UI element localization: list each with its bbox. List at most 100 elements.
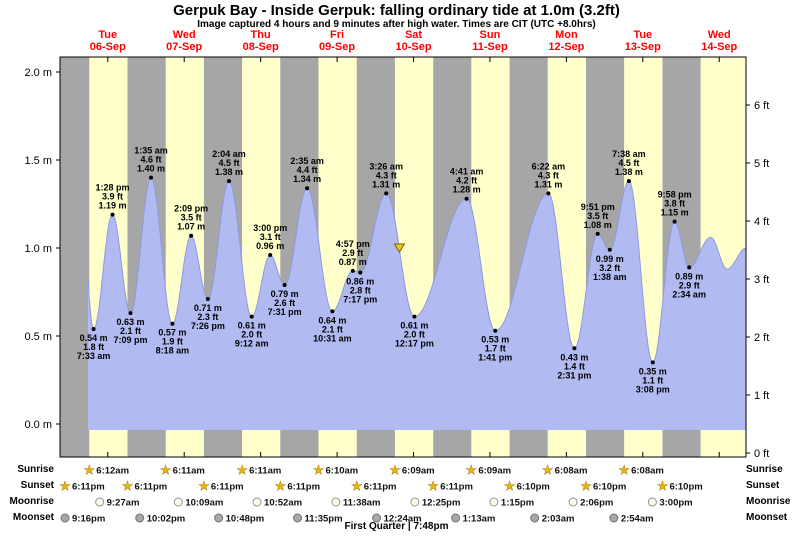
day-date: 10-Sep [395, 41, 431, 53]
moonrise-icon [95, 497, 105, 507]
moonset-time: 12:24am [384, 514, 422, 525]
page-title: Gerpuk Bay - Inside Gerpuk: falling ordi… [173, 2, 620, 19]
moonrise-row-label-right: Moonrise [746, 496, 791, 507]
tide-event-label-line: 0.61 m [238, 321, 266, 331]
tide-event-label-line: 9:12 am [235, 339, 269, 349]
day-name: Tue [633, 29, 652, 41]
tide-event-label-line: 1.31 m [372, 179, 400, 189]
tide-event-label-line: 1.8 ft [83, 342, 104, 352]
tide-extreme-dot [128, 311, 133, 316]
sun-star-icon: ★ [237, 463, 248, 477]
moonset-row: 9:16pm 10:02pm 10:48pm 11:35pm 12:24am 1:13am… [60, 513, 654, 525]
tide-event-label-line: 1.38 m [215, 167, 243, 177]
day-name: Thu [251, 29, 271, 41]
tide-event-label-line: 1:38 am [593, 272, 627, 282]
sunset-row: ★ 6:11pm ★ 6:11pm ★ 6:11pm ★ 6:11pm ★ 6:11pm ★ 6:11… [59, 479, 702, 494]
moonrise-icon [173, 497, 183, 507]
tide-event-label-line: 7:17 pm [343, 295, 377, 305]
sun-star-icon: ★ [160, 463, 171, 477]
day-date: 12-Sep [548, 41, 584, 53]
day-date: 07-Sep [166, 41, 202, 53]
tide-event-label-line: 3:26 am [369, 161, 403, 171]
tide-event-label-line: 4.6 ft [140, 155, 161, 165]
tide-extreme-dot [205, 297, 210, 301]
tide-event-label-line: 10:31 am [313, 333, 352, 343]
moonrise-time: 10:09am [185, 498, 223, 509]
moonset-time: 9:16pm [72, 514, 105, 525]
chart-subtitle: Image captured 4 hours and 9 minutes aft… [197, 19, 596, 30]
tide-extreme-dot [282, 283, 287, 287]
sun-star-icon: ★ [60, 479, 71, 493]
moonset-time: 1:13am [463, 514, 496, 525]
day-name: Wed [708, 29, 731, 41]
tide-event-label-line: 0.64 m [318, 315, 346, 325]
day-date: 08-Sep [243, 41, 279, 53]
sun-star-icon: ★ [657, 479, 668, 493]
moonrise-time: 2:06pm [580, 498, 613, 509]
metre-tick-label: 0.5 m [24, 331, 52, 343]
tide-event-label-line: 7:09 pm [113, 335, 147, 345]
feet-tick-label: 5 ft [754, 158, 769, 170]
moonset-icon [135, 513, 145, 523]
day-date: 14-Sep [701, 41, 737, 53]
tide-event-label-line: 3.5 ft [181, 213, 202, 223]
moonset-time: 2:54am [621, 514, 654, 525]
sunrise-time: 6:09am [478, 466, 511, 477]
tide-event-label-line: 7:38 am [612, 149, 646, 159]
sunrise-time: 6:09am [402, 466, 435, 477]
sunset-time: 6:11pm [364, 482, 397, 493]
moonrise-icon [489, 497, 499, 507]
metre-tick-label: 0.0 m [24, 419, 52, 431]
moonset-icon [214, 513, 224, 523]
plot-border [59, 56, 747, 458]
moonrise-time: 12:25pm [422, 498, 461, 509]
tide-event-label-line: 7:33 am [77, 351, 111, 361]
sunrise-time: 6:11am [173, 466, 205, 477]
tide-event-label-line: 1.31 m [534, 179, 562, 189]
tide-event-label-line: 2.1 ft [120, 326, 141, 336]
tide-event-label-line: 4.3 ft [538, 170, 559, 180]
sunrise-time: 6:12am [96, 466, 129, 477]
tide-event-label-line: 2:34 am [672, 289, 706, 299]
tide-event-label-line: 7:31 pm [268, 307, 302, 317]
tide-event-label-line: 7:26 pm [191, 321, 225, 331]
tide-extreme-dot [687, 265, 692, 270]
y-axis-feet: 0 ft 1 ft 2 ft 3 ft 4 ft 5 ft 6 ft [746, 100, 769, 460]
moonrise-icon [568, 497, 578, 507]
tide-event-label-line: 2.9 ft [342, 248, 363, 258]
tide-event-label-line: 4.3 ft [376, 170, 397, 180]
sunset-time: 6:10pm [593, 482, 626, 493]
tide-event-label-line: 0.79 m [271, 289, 299, 299]
sun-star-icon: ★ [504, 479, 515, 493]
tide-event-label-line: 6:22 am [532, 161, 566, 171]
sunset-time: 6:11pm [134, 482, 167, 493]
tide-event-label-line: 2:35 am [290, 156, 324, 166]
tide-event-label-line: 2.8 ft [350, 286, 371, 296]
tide-event-label-line: 0.89 m [675, 271, 703, 281]
tide-extreme-dot [493, 328, 498, 333]
tide-extreme-dot [384, 191, 389, 196]
tide-event-label-line: 1.9 ft [162, 337, 183, 347]
sunrise-time: 6:11am [249, 466, 281, 477]
day-date: 11-Sep [472, 41, 508, 53]
tide-event-label-line: 4.2 ft [456, 176, 477, 186]
moonrise-icon [647, 497, 657, 507]
tide-event-label-line: 0.87 m [339, 257, 367, 267]
tide-event-label-line: 0.54 m [80, 333, 108, 343]
sunrise-time: 6:10am [326, 466, 359, 477]
tide-event-label-line: 3.1 ft [260, 232, 281, 242]
feet-tick-label: 1 ft [754, 390, 769, 402]
feet-tick-label: 3 ft [754, 274, 769, 286]
moonset-icon [372, 513, 382, 523]
tide-event-label-line: 0.35 m [639, 366, 667, 376]
tide-event-label-line: 1.4 ft [564, 361, 585, 371]
tide-event-label-line: 4.5 ft [618, 158, 639, 168]
metre-tick-label: 2.0 m [24, 67, 52, 79]
tide-event-label-line: 0.96 m [256, 241, 284, 251]
tide-event-label-line: 2.9 ft [679, 280, 700, 290]
tide-event-label-line: 0.86 m [346, 277, 374, 287]
sunrise-row: ★ 6:12am ★ 6:11am ★ 6:11am ★ 6:10am ★ 6:09am ★ 6:09… [84, 463, 664, 478]
moonset-row-label-right: Moonset [746, 512, 788, 523]
current-tide-marker [393, 243, 406, 253]
